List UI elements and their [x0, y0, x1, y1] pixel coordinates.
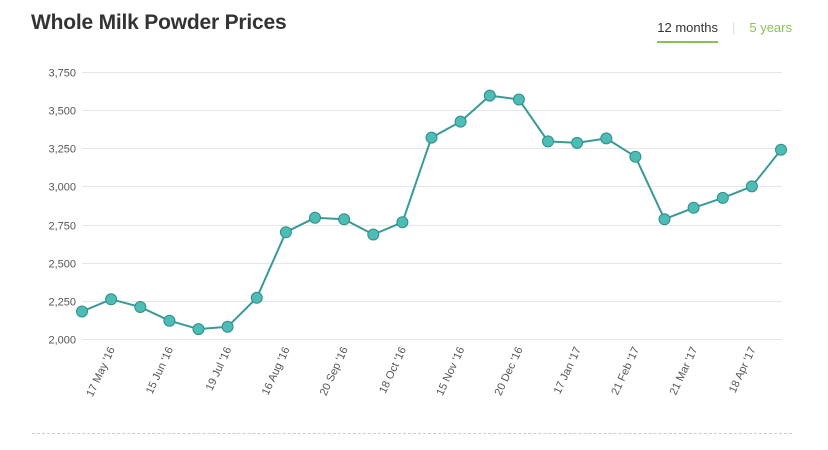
x-axis-tick-labels: 17 May '16 15 Jun '16 19 Jul '16 16 Aug '16…	[84, 345, 758, 399]
data-point[interactable]	[658, 213, 671, 226]
x-tick-label: 16 Aug '16	[260, 345, 293, 397]
data-point[interactable]	[716, 191, 729, 204]
data-point[interactable]	[105, 293, 118, 306]
data-point[interactable]	[221, 320, 234, 333]
data-point[interactable]	[600, 132, 613, 145]
x-tick-label: 18 Apr '17	[727, 345, 759, 395]
data-point[interactable]	[134, 301, 147, 313]
data-point-markers	[76, 89, 787, 336]
x-tick-label: 21 Mar '17	[668, 345, 701, 397]
grid-lines	[82, 72, 782, 340]
x-tick-label: 15 Jun '16	[144, 345, 176, 396]
y-tick-label: 3,250	[48, 144, 76, 156]
y-tick-label: 2,750	[48, 221, 76, 233]
data-point[interactable]	[396, 216, 409, 229]
data-point[interactable]	[775, 143, 787, 156]
data-point[interactable]	[687, 201, 700, 214]
tab-separator: |	[731, 20, 736, 35]
data-point[interactable]	[163, 314, 176, 327]
data-point[interactable]	[425, 131, 438, 144]
y-tick-label: 2,000	[48, 335, 76, 347]
x-tick-label: 21 Feb '17	[609, 345, 642, 397]
data-point[interactable]	[629, 150, 642, 163]
data-point[interactable]	[745, 180, 758, 193]
data-point[interactable]	[250, 291, 263, 304]
series-line-layer	[81, 94, 782, 331]
data-point[interactable]	[571, 136, 584, 149]
y-tick-label: 3,000	[48, 182, 76, 194]
data-point[interactable]	[542, 135, 554, 148]
data-point[interactable]	[483, 89, 496, 102]
chart-title: Whole Milk Powder Prices	[31, 11, 287, 34]
x-tick-label: 15 Nov '16	[434, 345, 467, 397]
data-point[interactable]	[279, 226, 292, 239]
x-tick-label: 20 Dec '16	[493, 345, 526, 397]
y-tick-label: 2,500	[48, 259, 76, 271]
y-tick-label: 3,500	[48, 106, 76, 118]
x-tick-label: 18 Oct '16	[377, 345, 409, 395]
tab-5-years[interactable]: 5 years	[749, 20, 792, 35]
x-tick-label: 17 Jan '17	[552, 345, 584, 396]
data-point[interactable]	[454, 115, 467, 128]
data-point[interactable]	[338, 213, 351, 226]
data-point[interactable]	[309, 211, 321, 224]
data-point[interactable]	[192, 323, 205, 336]
series-line	[81, 94, 782, 331]
x-tick-label: 19 Jul '16	[204, 345, 235, 392]
y-tick-label: 3,750	[48, 68, 76, 80]
y-tick-label: 2,250	[48, 297, 76, 309]
data-point[interactable]	[76, 305, 88, 318]
data-point[interactable]	[512, 93, 525, 106]
range-tabs: 12 months | 5 years	[657, 20, 792, 43]
tab-12-months[interactable]: 12 months	[657, 20, 718, 43]
x-tick-label: 17 May '16	[84, 345, 117, 399]
data-point[interactable]	[367, 228, 380, 241]
x-tick-label: 20 Sep '16	[318, 345, 351, 397]
y-axis-tick-labels: 2,000 2,250 2,500 2,750 3,000 3,250 3,500 3,750	[48, 68, 76, 347]
bottom-divider	[32, 433, 792, 434]
